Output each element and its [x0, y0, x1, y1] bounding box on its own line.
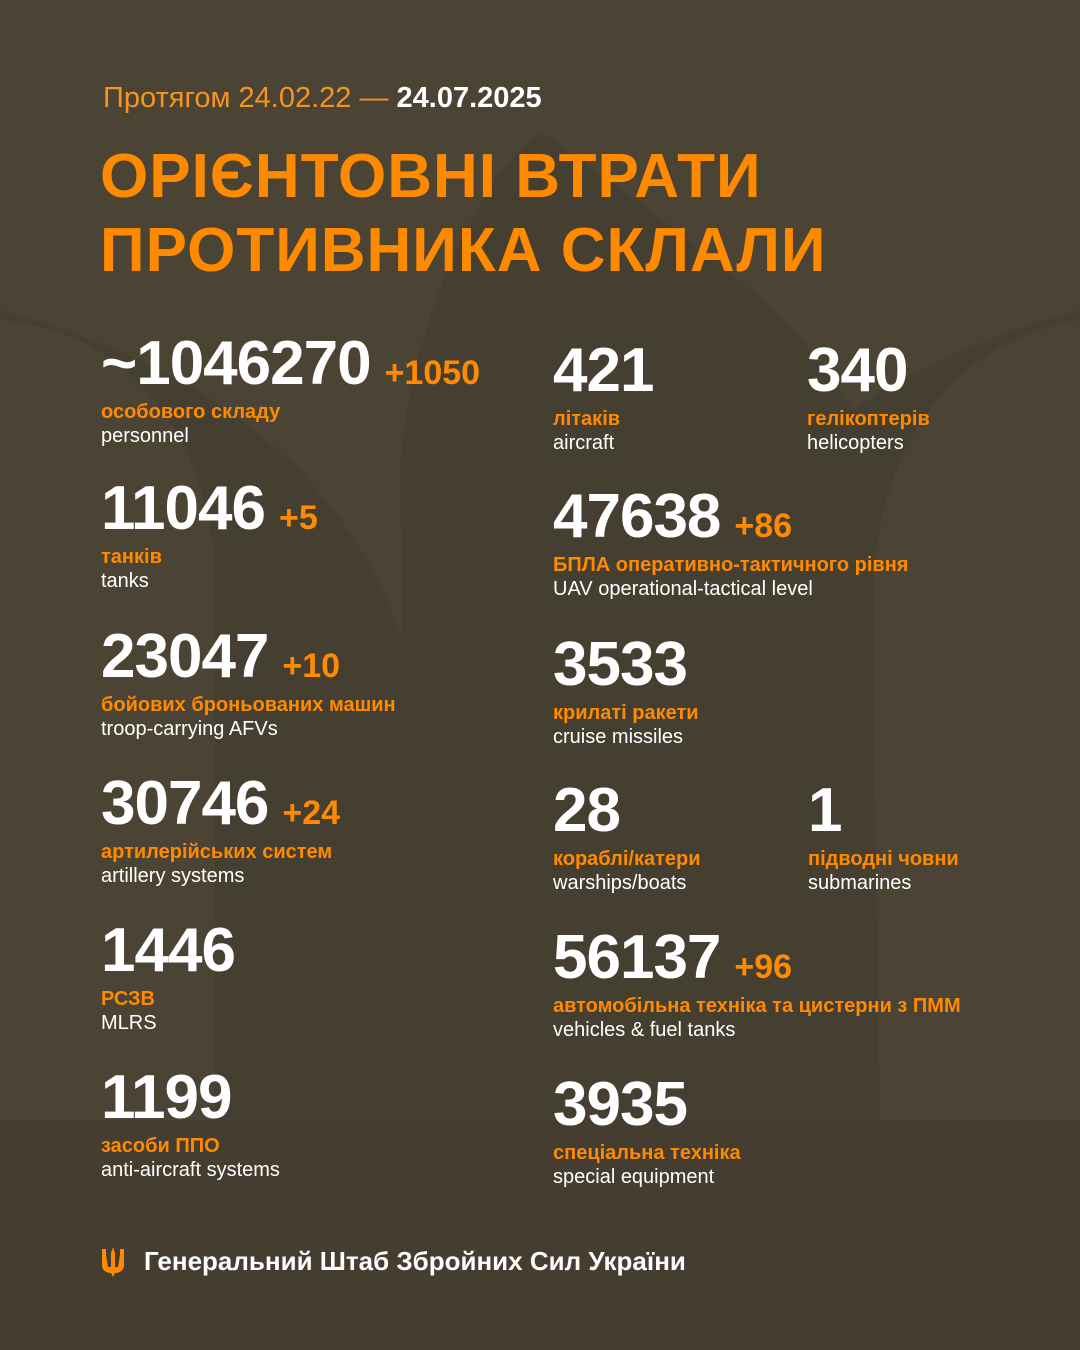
- stat-label-en: vehicles & fuel tanks: [553, 1019, 736, 1041]
- stat-submarines: 1 підводні човни submarines: [808, 780, 959, 895]
- period-date: 24.07.2025: [396, 82, 542, 114]
- stat-label-ua: автомобільна техніка та цистерни з ПММ: [553, 995, 961, 1017]
- stat-delta: +5: [279, 499, 318, 537]
- stat-value: 3935: [553, 1070, 688, 1139]
- stat-anti-aircraft: 1199 засоби ППО anti-aircraft systems: [101, 1067, 280, 1182]
- stat-delta: +24: [282, 794, 341, 832]
- stat-value: 47638: [553, 482, 721, 551]
- stat-label-en: artillery systems: [101, 865, 245, 887]
- stat-label-en: anti-aircraft systems: [101, 1159, 280, 1181]
- stat-label-ua: крилаті ракети: [553, 702, 699, 724]
- stat-delta: +1050: [384, 354, 481, 392]
- stat-tanks: 11046 +5 танків tanks: [101, 478, 318, 593]
- stat-value: ~1046270: [101, 329, 372, 398]
- stat-value: 1199: [101, 1063, 233, 1132]
- stat-label-ua: РСЗВ: [101, 988, 155, 1010]
- stat-label-ua: особового складу: [101, 401, 281, 423]
- stat-value: 1446: [101, 916, 236, 985]
- stat-warships: 28 кораблі/катери warships/boats: [553, 780, 701, 895]
- stat-label-en: special equipment: [553, 1166, 715, 1188]
- stat-value: 30746: [101, 769, 269, 838]
- stat-aircraft: 421 літаків aircraft: [553, 336, 654, 455]
- stat-label-ua: танків: [101, 546, 162, 568]
- stat-helicopters: 340 гелікоптерів helicopters: [807, 340, 930, 455]
- stat-label-ua: літаків: [553, 408, 621, 430]
- stat-value: 3533: [553, 630, 688, 699]
- stat-value: 421: [553, 336, 654, 405]
- period-heading: Протягом 24.02.22 — 24.07.2025: [103, 82, 542, 115]
- stat-special-equipment: 3935 спеціальна техніка special equipmen…: [553, 1074, 741, 1189]
- stat-label-ua: гелікоптерів: [807, 408, 930, 430]
- stat-personnel: ~1046270 +1050 особового складу personnel: [101, 333, 480, 448]
- stat-uav: 47638 +86 БПЛА оперативно-тактичного рівн…: [553, 486, 908, 601]
- stat-delta: +10: [282, 647, 341, 685]
- stat-delta: +86: [734, 507, 793, 545]
- stat-label-en: submarines: [808, 872, 912, 894]
- stat-label-en: personnel: [101, 425, 189, 447]
- stat-label-en: aircraft: [553, 432, 615, 454]
- stat-value: 56137: [553, 923, 721, 992]
- stat-artillery: 30746 +24 артилерійських систем artillery…: [101, 773, 340, 888]
- trident-icon: [102, 1246, 124, 1277]
- stat-mlrs: 1446 РСЗВ MLRS: [101, 916, 236, 1035]
- stat-value: 11046: [101, 474, 266, 543]
- stat-label-ua: спеціальна техніка: [553, 1142, 741, 1164]
- stat-vehicles: 56137 +96 автомобільна техніка та цистерн…: [553, 927, 961, 1042]
- stat-label-ua: бойових броньованих машин: [101, 694, 396, 716]
- stat-label-ua: підводні човни: [808, 848, 959, 870]
- period-prefix: Протягом 24.02.22 —: [103, 82, 389, 114]
- title-line-1: ОРІЄНТОВНІ ВТРАТИ: [100, 142, 762, 211]
- stat-label-ua: засоби ППО: [101, 1135, 220, 1157]
- footer: Генеральний Штаб Збройних Сил України: [100, 1246, 686, 1277]
- stat-value: 1: [808, 776, 842, 845]
- stat-label-en: helicopters: [807, 432, 904, 454]
- stat-label-en: cruise missiles: [553, 726, 684, 748]
- stat-label-en: UAV operational-tactical level: [553, 578, 813, 600]
- stat-label-en: warships/boats: [553, 872, 687, 894]
- stat-afv: 23047 +10 бойових броньованих машин troop…: [101, 626, 396, 741]
- stat-delta: +96: [734, 948, 793, 986]
- stat-label-en: MLRS: [101, 1012, 157, 1034]
- stat-label-en: troop-carrying AFVs: [101, 718, 278, 740]
- title-line-2: ПРОТИВНИКА СКЛАЛИ: [100, 216, 827, 285]
- stat-cruise-missiles: 3533 крилаті ракети cruise missiles: [553, 634, 699, 749]
- stat-value: 23047: [101, 622, 269, 691]
- stat-label-ua: кораблі/катери: [553, 848, 701, 870]
- stat-label-ua: БПЛА оперативно-тактичного рівня: [553, 554, 909, 576]
- stat-value: 340: [807, 336, 908, 405]
- page-title: ОРІЄНТОВНІ ВТРАТИ ПРОТИВНИКА СКЛАЛИ: [100, 140, 826, 288]
- stat-label-ua: артилерійських систем: [101, 841, 333, 863]
- stat-label-en: tanks: [101, 570, 149, 592]
- stat-value: 28: [553, 776, 621, 845]
- footer-org-name: Генеральний Штаб Збройних Сил України: [144, 1246, 686, 1276]
